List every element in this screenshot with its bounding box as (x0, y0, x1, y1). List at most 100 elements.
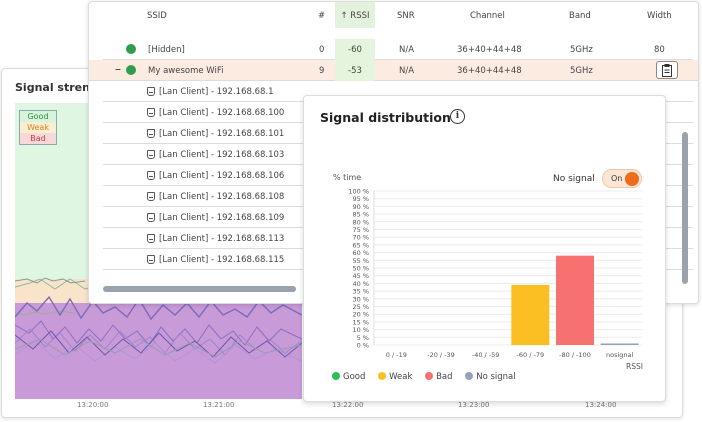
legend-item-good: Good (332, 372, 365, 382)
distribution-chart: 0 %5 %10 %15 %20 %25 %30 %35 %40 %45 %50… (348, 188, 642, 359)
table-header: SSID # ↑ RSSI SNR Channel Band Width (89, 2, 698, 28)
x-tick-label: -20 / -39 (427, 351, 455, 359)
legend-item-nosignal: No signal (465, 372, 516, 382)
collapse-icon[interactable]: – (115, 62, 121, 76)
shield-icon (147, 171, 155, 180)
shield-icon (147, 150, 155, 159)
no-signal-label: No signal (553, 174, 595, 184)
y-tick-label: 100 % (348, 188, 369, 196)
legend-label: Bad (436, 372, 453, 382)
legend-dot-icon (465, 372, 474, 380)
shield-icon (147, 255, 155, 264)
horizontal-scrollbar[interactable] (103, 286, 296, 292)
client-label: [Lan Client] - 192.168.68.100 (159, 108, 285, 118)
client-label: [Lan Client] - 192.168.68.108 (159, 192, 285, 202)
header-channel[interactable]: Channel (470, 11, 505, 21)
y-tick-label: 35 % (352, 288, 369, 296)
legend-good: Good (20, 111, 56, 122)
y-tick-label: 75 % (352, 226, 369, 234)
clipboard-button[interactable] (656, 61, 678, 79)
status-dot-icon (126, 44, 136, 54)
legend-item-weak: Weak (378, 372, 412, 382)
legend-dot-icon (378, 372, 387, 380)
y-tick-label: 50 % (352, 265, 369, 273)
time-label: 13:21:00 (203, 401, 235, 409)
count-cell: 0 (319, 45, 325, 55)
no-signal-toggle[interactable]: On (602, 169, 642, 188)
bar (600, 343, 639, 345)
y-tick-label: 45 % (352, 272, 369, 280)
y-tick-label: 80 % (352, 218, 369, 226)
header-snr[interactable]: SNR (397, 11, 415, 21)
shield-icon (147, 213, 155, 222)
snr-cell: N/A (399, 66, 415, 76)
table-row[interactable]: [Hidden] 0 -60 N/A 36+40+44+48 5GHz 80 (103, 39, 693, 60)
y-tick-label: 55 % (352, 257, 369, 265)
legend-item-bad: Bad (425, 372, 453, 382)
distribution-title: Signal distribution (320, 110, 451, 125)
y-axis-label: % time (333, 173, 362, 182)
band-cell: 5GHz (570, 45, 593, 55)
signal-strength-lines (15, 277, 302, 364)
header-width[interactable]: Width (647, 11, 672, 21)
info-icon[interactable]: i (450, 109, 465, 124)
x-tick-label: nosignal (606, 351, 634, 359)
y-tick-label: 65 % (352, 241, 369, 249)
time-label: 13:20:00 (77, 401, 109, 409)
band-cell: 5GHz (570, 66, 593, 76)
client-label: [Lan Client] - 192.168.68.1 (159, 87, 274, 97)
legend-label: Weak (389, 372, 413, 382)
x-axis-label: RSSI (626, 362, 643, 371)
y-tick-label: 10 % (352, 326, 369, 334)
y-tick-label: 0 % (357, 342, 369, 350)
legend-dot-icon (425, 372, 434, 380)
legend-bad: Bad (20, 133, 56, 144)
header-rssi[interactable]: ↑ RSSI (335, 2, 375, 28)
bar (511, 284, 550, 345)
toggle-state: On (611, 174, 623, 183)
y-tick-label: 85 % (352, 211, 369, 219)
client-label: [Lan Client] - 192.168.68.115 (159, 255, 285, 265)
header-count[interactable]: # (318, 11, 326, 21)
legend-weak: Weak (20, 122, 56, 133)
header-ssid[interactable]: SSID (147, 11, 167, 21)
client-label: [Lan Client] - 192.168.68.113 (159, 234, 285, 244)
signal-distribution-panel: Signal distribution i % time No signal O… (303, 95, 666, 402)
legend-label: No signal (476, 372, 516, 382)
signal-strength-legend: Good Weak Bad (19, 110, 57, 145)
vertical-scrollbar[interactable] (682, 132, 688, 284)
rssi-cell: -60 (335, 39, 375, 60)
shield-icon (147, 129, 155, 138)
clipboard-icon (662, 64, 672, 77)
y-tick-label: 70 % (352, 234, 369, 242)
toggle-knob (625, 172, 639, 186)
header-band[interactable]: Band (569, 11, 591, 21)
y-tick-label: 95 % (352, 195, 369, 203)
y-tick-label: 40 % (352, 280, 369, 288)
y-tick-label: 25 % (352, 303, 369, 311)
count-cell: 9 (319, 66, 325, 76)
shield-icon (147, 192, 155, 201)
table-row-selected[interactable]: – My awesome WiFi 9 -53 N/A 36+40+44+48 … (89, 60, 698, 81)
width-cell: 80 (654, 45, 665, 55)
channel-cell: 36+40+44+48 (457, 66, 522, 76)
signal-strength-title: Signal strength (15, 81, 111, 94)
shield-icon (147, 234, 155, 243)
shield-icon (147, 87, 155, 96)
y-tick-label: 90 % (352, 203, 369, 211)
ssid-cell: [Hidden] (148, 45, 185, 55)
x-tick-label: -40 / -59 (472, 351, 500, 359)
client-label: [Lan Client] - 192.168.68.103 (159, 150, 285, 160)
sort-arrow-icon: ↑ (340, 11, 348, 21)
legend-dot-icon (332, 372, 340, 380)
header-rssi-label: RSSI (350, 11, 370, 21)
legend-label: Good (343, 372, 366, 382)
snr-cell: N/A (399, 45, 415, 55)
x-tick-label: -80 / -100 (559, 351, 591, 359)
x-tick-label: -60 / -79 (517, 351, 545, 359)
distribution-legend: Good Weak Bad No signal (332, 372, 526, 382)
x-tick-label: 0 / -19 (386, 351, 407, 359)
channel-cell: 36+40+44+48 (457, 45, 522, 55)
time-label: 13:23:00 (458, 401, 490, 409)
rssi-cell: -53 (335, 60, 375, 81)
